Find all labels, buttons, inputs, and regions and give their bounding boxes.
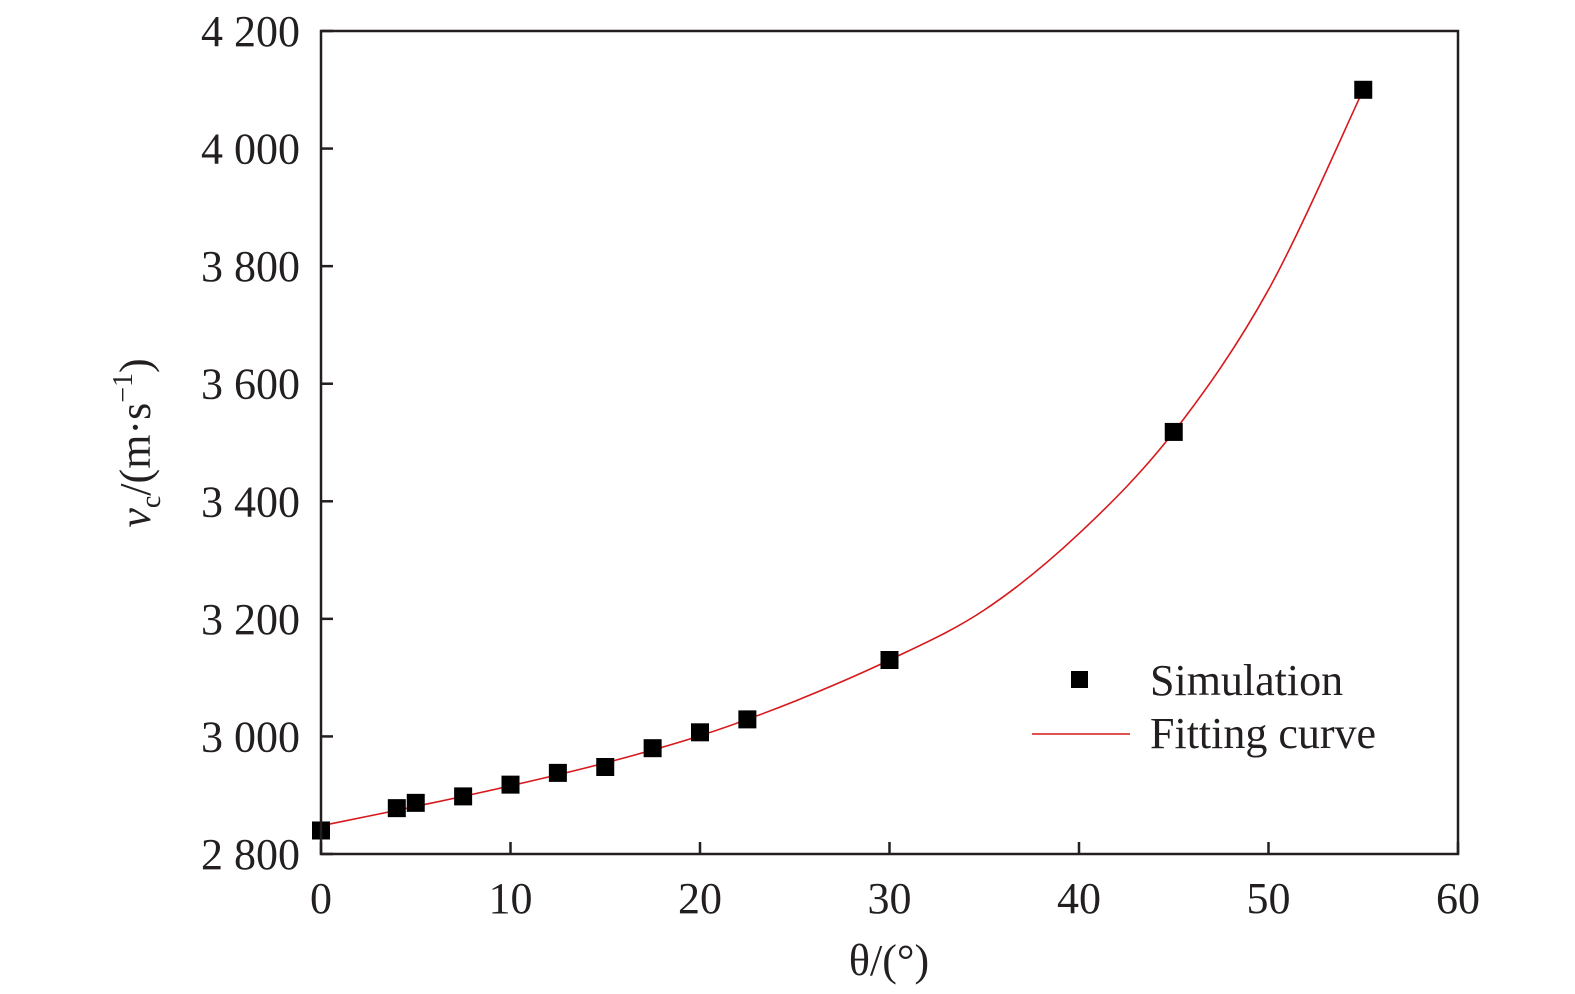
y-tick-label: 4 000 bbox=[201, 125, 300, 174]
y-tick-label: 3 400 bbox=[201, 477, 300, 526]
simulation-point bbox=[501, 775, 520, 794]
plot-frame bbox=[319, 29, 1460, 856]
y-tick-label: 2 800 bbox=[201, 830, 300, 879]
svg-text:vc/(m·s−1): vc/(m·s−1) bbox=[108, 358, 167, 527]
y-axis-title: vc/(m·s−1) bbox=[108, 358, 167, 527]
x-tick-label: 20 bbox=[678, 874, 722, 923]
y-tick-label: 3 000 bbox=[201, 712, 300, 761]
x-tick-label: 60 bbox=[1436, 874, 1480, 923]
simulation-point bbox=[454, 787, 473, 806]
simulation-point bbox=[387, 799, 406, 818]
simulation-point bbox=[738, 710, 757, 729]
y-tick-label: 4 200 bbox=[201, 7, 300, 56]
simulation-point bbox=[1354, 80, 1373, 99]
legend-fitting-label: Fitting curve bbox=[1150, 709, 1376, 758]
x-tick-label: 0 bbox=[310, 874, 332, 923]
x-tick-label: 10 bbox=[489, 874, 533, 923]
y-tick-label: 3 200 bbox=[201, 595, 300, 644]
legend: Simulation Fitting curve bbox=[1032, 656, 1376, 758]
simulation-point bbox=[880, 651, 899, 670]
y-tick-label: 3 600 bbox=[201, 360, 300, 409]
simulation-point bbox=[406, 793, 425, 812]
simulation-point bbox=[596, 757, 615, 776]
x-tick-label: 30 bbox=[868, 874, 912, 923]
legend-simulation-label: Simulation bbox=[1150, 656, 1343, 705]
simulation-point bbox=[691, 723, 709, 742]
simulation-point bbox=[548, 763, 567, 782]
y-tick-label: 3 800 bbox=[201, 242, 300, 291]
simulation-point bbox=[643, 739, 662, 758]
x-axis-title: θ/(°) bbox=[849, 936, 929, 985]
simulation-points bbox=[312, 80, 1373, 840]
simulation-point bbox=[1164, 422, 1183, 441]
y-axis-ticks: 2 800 3 000 3 200 3 400 3 600 3 800 4 000 4 200 bbox=[201, 7, 333, 879]
x-tick-label: 50 bbox=[1247, 874, 1291, 923]
x-tick-label: 40 bbox=[1057, 874, 1101, 923]
legend-simulation-marker bbox=[1071, 671, 1088, 688]
